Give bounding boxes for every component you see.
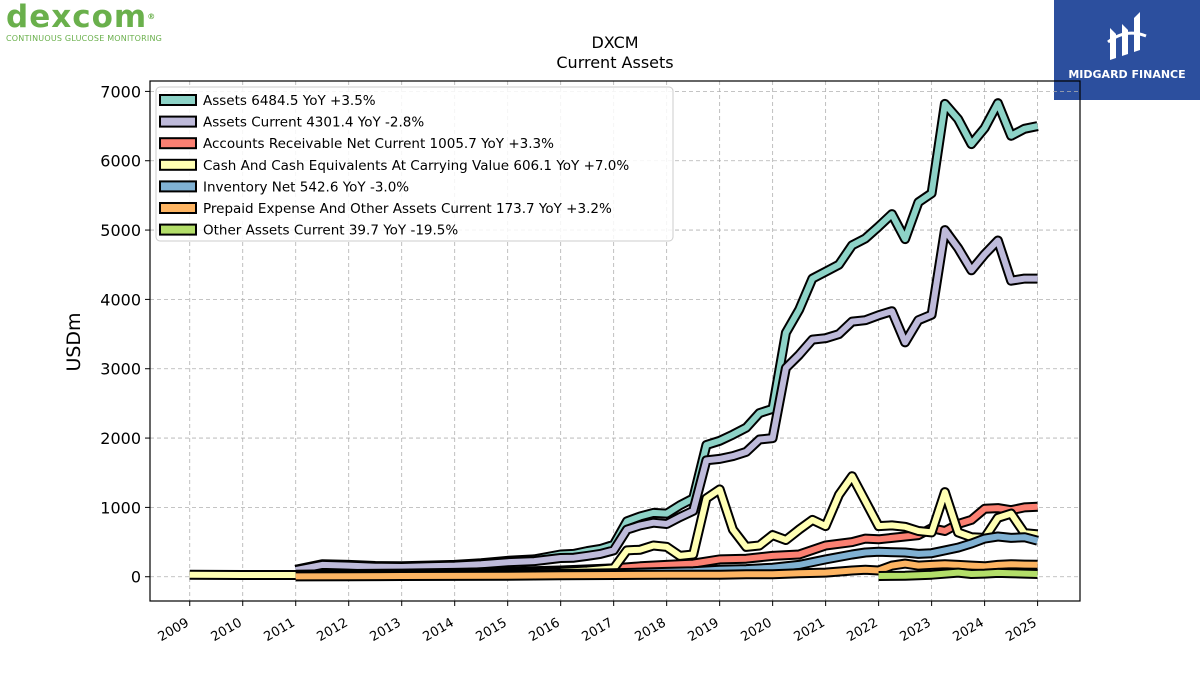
- y-tick-label: 4000: [100, 290, 141, 309]
- legend-label: Cash And Cash Equivalents At Carrying Va…: [203, 158, 629, 174]
- midgard-emblem-icon: [1107, 12, 1147, 60]
- x-tick-label: 2015: [474, 615, 510, 645]
- plot-frame: [149, 80, 1081, 602]
- y-axis-label: USDm: [63, 312, 85, 371]
- midgard-finance-logo: MIDGARD FINANCE: [1054, 0, 1200, 100]
- series-line: [295, 227, 1038, 574]
- x-tick-label: 2022: [844, 615, 880, 645]
- x-tick-label: 2016: [527, 615, 563, 645]
- y-tick-label: 6000: [100, 152, 141, 171]
- chart-subtitle: Current Assets: [556, 53, 673, 72]
- x-tick-label: 2024: [950, 615, 986, 645]
- x-tick-label: 2020: [738, 615, 774, 645]
- legend-swatch: [159, 223, 197, 236]
- x-tick-label: 2010: [209, 615, 245, 645]
- x-tick-label: 2018: [633, 615, 669, 645]
- legend-label: Assets 6484.5 YoY +3.5%: [203, 93, 376, 109]
- y-tick-label: 1000: [100, 498, 141, 517]
- logo-brand-text: dexcom: [6, 0, 148, 35]
- legend-swatch: [159, 202, 197, 214]
- y-tick-label: 0: [131, 568, 141, 587]
- legend-swatch: [159, 94, 197, 106]
- x-tick-label: 2014: [421, 615, 457, 645]
- y-tick-label: 5000: [100, 221, 141, 240]
- y-tick-label: 3000: [100, 360, 141, 379]
- x-tick-label: 2012: [315, 615, 351, 645]
- legend: Assets 6484.5 YoY +3.5% Assets Current 43…: [155, 86, 674, 242]
- logo-right-text: MIDGARD FINANCE: [1068, 68, 1186, 81]
- y-tick-label: 7000: [100, 82, 141, 101]
- legend-swatch: [159, 115, 197, 128]
- y-tick-label: 2000: [100, 429, 141, 448]
- x-tick-label: 2019: [685, 615, 721, 645]
- x-tick-label: 2023: [897, 615, 933, 645]
- legend-label: Other Assets Current 39.7 YoY -19.5%: [203, 223, 458, 239]
- dexcom-logo: dexcom® CONTINUOUS GLUCOSE MONITORING: [6, 2, 206, 46]
- series-outline: [294, 225, 1038, 576]
- series-line: [295, 560, 1038, 580]
- legend-swatch: [159, 158, 197, 171]
- logo-registered-mark: ®: [147, 12, 157, 21]
- legend-label: Assets Current 4301.4 YoY -2.8%: [203, 115, 424, 131]
- x-tick-label: 2013: [368, 615, 404, 645]
- x-tick-label: 2011: [262, 615, 298, 645]
- x-tick-label: 2009: [156, 615, 192, 645]
- legend-swatch: [159, 137, 197, 150]
- logo-tagline: CONTINUOUS GLUCOSE MONITORING: [6, 34, 163, 43]
- chart-title: DXCM: [591, 33, 638, 52]
- series-group: [189, 98, 1039, 582]
- legend-label: Accounts Receivable Net Current 1005.7 Y…: [203, 136, 554, 152]
- x-tick-label: 2025: [1003, 615, 1039, 645]
- legend-label: Prepaid Expense And Other Assets Current…: [203, 201, 612, 217]
- series-line: [878, 569, 1038, 579]
- legend-label: Inventory Net 542.6 YoY -3.0%: [203, 179, 409, 195]
- legend-box: [155, 86, 674, 242]
- legend-swatch: [159, 180, 197, 193]
- x-tick-label: 2021: [791, 615, 827, 645]
- x-tick-label: 2017: [580, 615, 616, 645]
